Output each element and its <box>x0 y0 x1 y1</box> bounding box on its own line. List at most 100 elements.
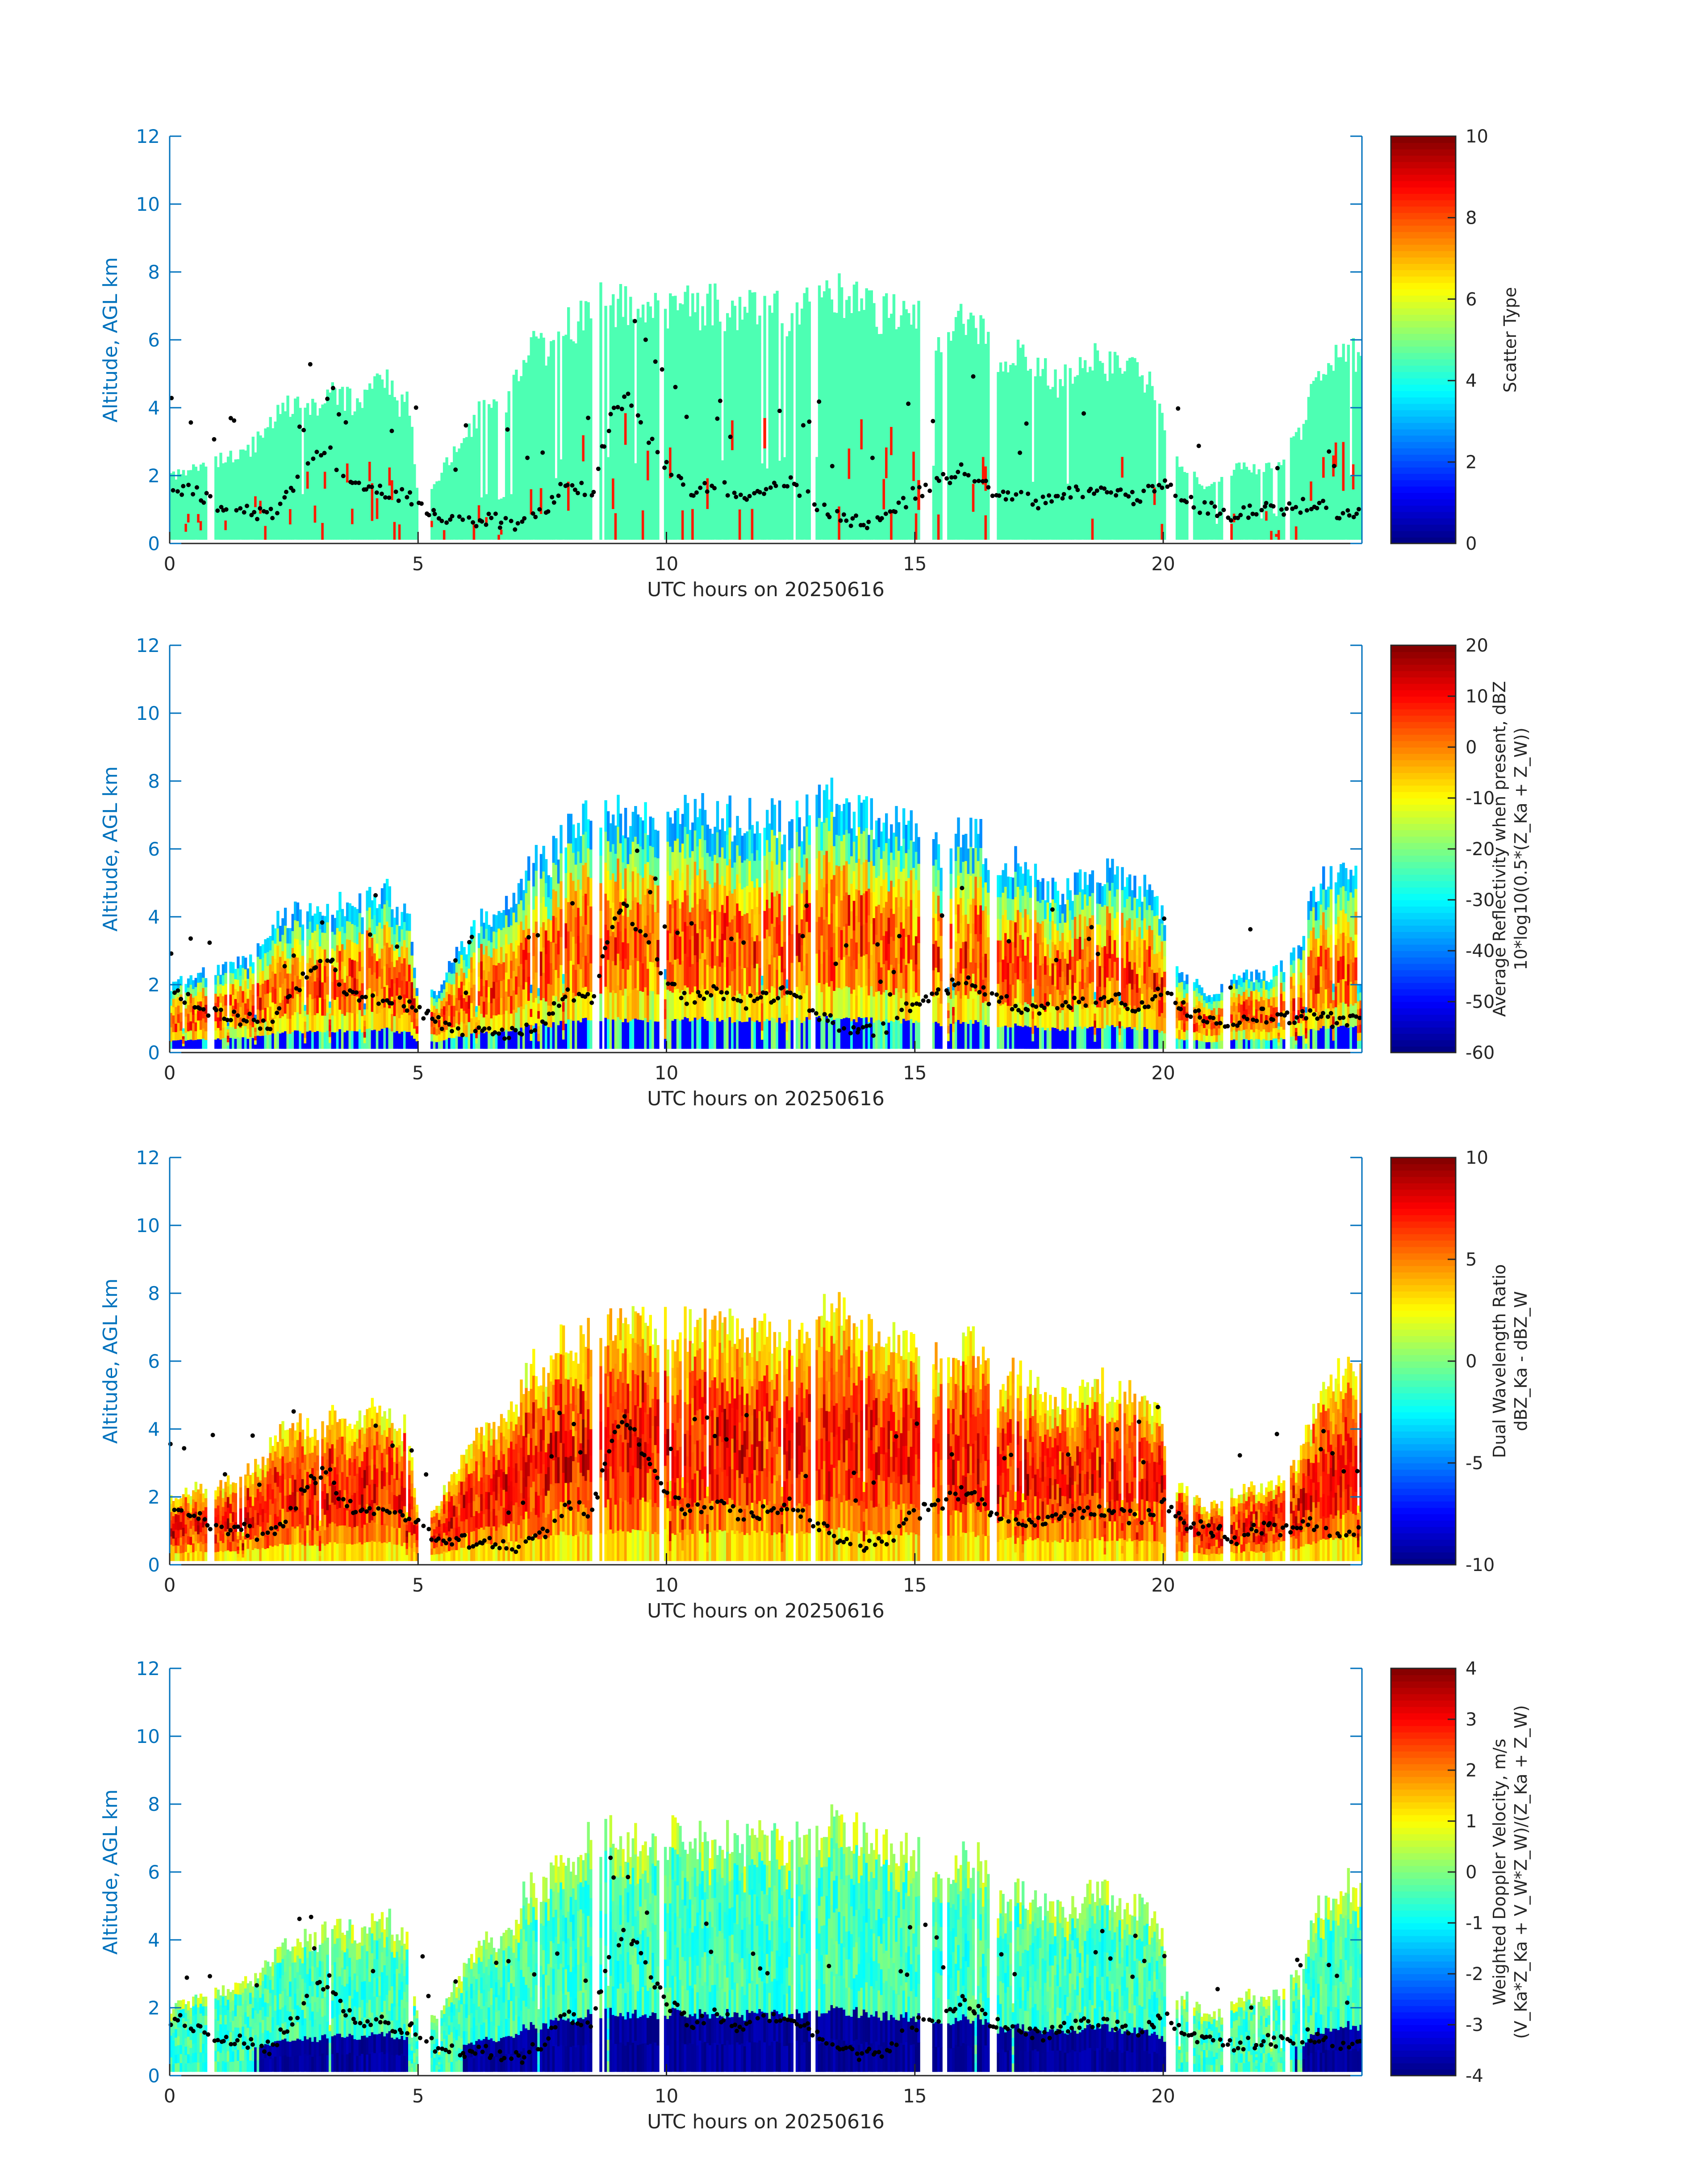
heatmap-cell <box>887 484 890 512</box>
dot-point <box>777 409 782 414</box>
heatmap-cell <box>1126 517 1129 540</box>
heatmap-cell <box>465 437 468 451</box>
heatmap-cell <box>1036 471 1040 494</box>
heatmap-cell <box>482 986 486 1002</box>
heatmap-cell <box>885 293 888 325</box>
heatmap-cell <box>460 954 464 969</box>
heatmap-cell <box>261 996 265 1010</box>
heatmap-cell <box>177 531 180 540</box>
heatmap-cell <box>870 446 873 478</box>
heatmap-cell <box>192 511 195 521</box>
heatmap-cell <box>649 364 652 394</box>
heatmap-cell <box>1163 430 1166 444</box>
heatmap-cell <box>353 942 356 961</box>
heatmap-cell <box>564 360 568 386</box>
heatmap-cell <box>453 458 456 470</box>
heatmap-cell <box>644 430 647 459</box>
heatmap-cell <box>391 400 394 421</box>
heatmap-cell <box>517 401 521 421</box>
heatmap-cell <box>1243 520 1246 531</box>
heatmap-cell <box>790 511 793 540</box>
heatmap-cell <box>684 354 687 385</box>
heatmap-cell <box>790 341 793 370</box>
heatmap-cell <box>1243 472 1246 482</box>
dot-point <box>920 493 925 498</box>
heatmap-cell <box>1094 441 1097 466</box>
heatmap-cell <box>182 470 185 479</box>
heatmap-cell <box>199 1029 203 1040</box>
heatmap-cell <box>614 327 618 354</box>
heatmap-cell <box>979 483 982 512</box>
heatmap-cell <box>1265 510 1268 521</box>
heatmap-cell <box>1098 495 1102 518</box>
heatmap-cell <box>912 422 915 452</box>
heatmap-cell <box>271 442 275 456</box>
heatmap-cell <box>736 487 739 514</box>
heatmap-cell <box>403 994 406 1013</box>
heatmap-cell <box>954 456 958 485</box>
heatmap-cell <box>910 432 913 460</box>
heatmap-cell <box>261 1009 265 1023</box>
heatmap-cell <box>1153 452 1157 470</box>
heatmap-cell <box>175 524 178 532</box>
heatmap-cell <box>691 447 694 478</box>
heatmap-cell <box>385 921 389 943</box>
heatmap-cell <box>967 347 970 375</box>
heatmap-cell <box>912 510 915 540</box>
heatmap-cell <box>398 432 401 448</box>
heatmap-cell <box>304 1037 307 1044</box>
heatmap-cell <box>1232 522 1236 531</box>
y-tick-label: 6 <box>148 329 160 351</box>
heatmap-cell <box>1029 390 1032 412</box>
heatmap-cell <box>537 514 540 540</box>
heatmap-cell <box>1116 424 1119 448</box>
heatmap-cell <box>299 909 302 928</box>
heatmap-cell <box>766 522 769 531</box>
heatmap-cell <box>242 472 245 484</box>
heatmap-cell <box>271 940 275 956</box>
heatmap-cell <box>654 508 657 540</box>
heatmap-cell <box>450 984 453 995</box>
heatmap-cell <box>326 940 329 959</box>
heatmap-cell <box>1345 450 1348 473</box>
dot-point <box>1169 482 1173 487</box>
heatmap-cell <box>440 1016 443 1025</box>
dot-point <box>712 486 717 491</box>
heatmap-cell <box>294 486 297 505</box>
heatmap-cell <box>617 299 620 330</box>
heatmap-cell <box>728 511 731 540</box>
heatmap-cell <box>1317 476 1320 498</box>
heatmap-cell <box>321 965 324 982</box>
dot-point <box>180 492 184 497</box>
heatmap-cell <box>239 986 242 997</box>
heatmap-cell <box>256 445 260 459</box>
heatmap-cell <box>239 483 242 495</box>
heatmap-cell <box>296 521 300 540</box>
heatmap-cell <box>488 472 491 489</box>
heatmap-cell <box>569 414 572 440</box>
heatmap-cell <box>748 414 752 447</box>
heatmap-cell <box>1066 497 1069 505</box>
heatmap-cell <box>957 482 960 511</box>
heatmap-cell <box>480 529 483 535</box>
colorbar-band <box>1391 180 1456 188</box>
heatmap-cell <box>1086 476 1089 498</box>
heatmap-cell <box>1056 397 1060 416</box>
dot-point <box>350 481 355 485</box>
heatmap-cell <box>413 464 416 474</box>
heatmap-cell <box>1329 496 1333 518</box>
heatmap-cell <box>1069 497 1072 518</box>
heatmap-cell <box>415 1011 419 1019</box>
heatmap-cell <box>313 930 317 948</box>
heatmap-cell <box>698 513 702 540</box>
heatmap-cell <box>338 426 342 446</box>
heatmap-cell <box>286 449 289 468</box>
heatmap-cell <box>326 976 329 995</box>
heatmap-cell <box>448 511 451 522</box>
heatmap-cell <box>214 1011 217 1021</box>
heatmap-cell <box>1312 420 1315 441</box>
heatmap-cell <box>219 528 222 540</box>
heatmap-cell <box>401 1014 404 1032</box>
heatmap-cell <box>679 303 682 333</box>
heatmap-cell <box>850 398 853 427</box>
